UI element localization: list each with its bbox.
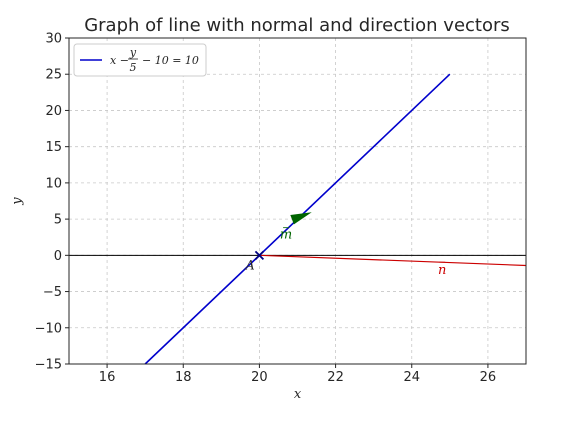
y-axis-label: y <box>10 197 25 206</box>
y-tick-label: 5 <box>54 213 62 228</box>
x-tick-label: 20 <box>251 370 268 385</box>
x-axis-label: x <box>294 387 302 402</box>
y-tick-label: −15 <box>35 358 62 373</box>
plot-frame <box>68 37 527 365</box>
legend-text-post: − 10 = 10 <box>142 54 199 67</box>
y-tick-label: −10 <box>35 321 62 336</box>
x-tick-label: 22 <box>327 370 344 385</box>
legend-text-den: 5 <box>130 61 137 74</box>
plot-area: n m A <box>69 73 527 365</box>
normal-vector-label: n <box>438 263 446 278</box>
direction-vector-label: m <box>280 228 292 243</box>
y-tick-label: 30 <box>45 32 62 47</box>
chart-title: Graph of line with normal and direction … <box>84 15 510 36</box>
x-tick-label: 24 <box>403 370 420 385</box>
y-tick-label: 20 <box>45 104 62 119</box>
x-tick-label: 16 <box>99 370 116 385</box>
gridlines <box>69 37 526 365</box>
direction-vector-arrowhead <box>290 212 312 225</box>
axis-ticks: 16 18 20 22 24 26 −15 −10 −5 0 5 10 15 20 25 30 <box>35 32 497 386</box>
point-a-marker <box>254 250 265 260</box>
y-tick-label: 0 <box>54 249 62 264</box>
normal-vector <box>259 254 527 267</box>
x-tick-label: 18 <box>175 370 192 385</box>
legend-text-pre: x − <box>110 54 129 67</box>
y-tick-label: 10 <box>45 176 62 191</box>
x-tick-label: 26 <box>480 370 497 385</box>
legend-box <box>73 43 207 77</box>
y-tick-label: 15 <box>45 140 62 155</box>
y-tick-label: −5 <box>43 285 62 300</box>
y-tick-label: 25 <box>45 68 62 83</box>
legend: x − y 5 − 10 = 10 <box>73 43 207 77</box>
point-a-label: A <box>244 258 254 273</box>
legend-text-num: y <box>129 46 137 59</box>
